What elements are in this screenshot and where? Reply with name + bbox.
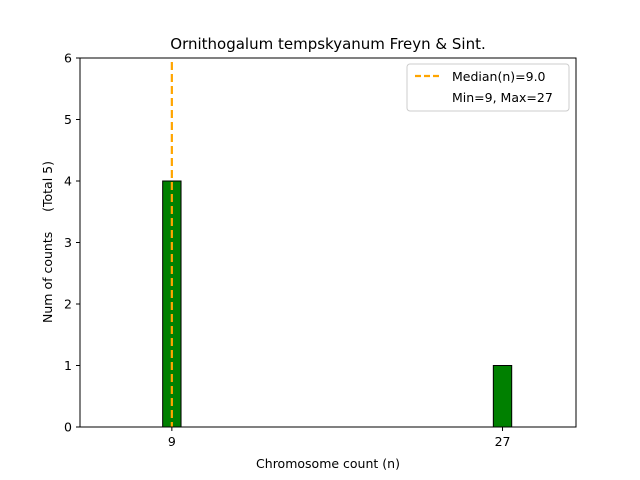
x-axis-ticks: 9 27 [168, 427, 511, 449]
y-tick-label: 6 [64, 51, 72, 66]
bars [162, 180, 513, 428]
y-tick-label: 4 [64, 174, 72, 189]
legend-box [406, 63, 570, 112]
y-axis-ticks: 0 1 2 3 4 5 6 [64, 51, 80, 435]
y-tick-label: 2 [64, 297, 72, 312]
plot-frame [79, 57, 577, 428]
x-tick-label: 27 [495, 434, 511, 449]
y-tick-label: 0 [64, 420, 72, 435]
x-axis-label: Chromosome count (n) [256, 456, 400, 471]
legend-entry-median: Median(n)=9.0 [452, 69, 546, 84]
y-tick-label: 1 [64, 358, 72, 373]
y-tick-label: 5 [64, 112, 72, 127]
y-axis-label: Num of counts (Total 5) [40, 161, 55, 323]
bar [492, 365, 513, 428]
chart-title: Ornithogalum tempskyanum Freyn & Sint. [170, 35, 485, 53]
legend: Median(n)=9.0 Min=9, Max=27 [406, 63, 570, 112]
y-tick-label: 3 [64, 235, 72, 250]
legend-entry-minmax: Min=9, Max=27 [452, 90, 553, 105]
x-tick-label: 9 [168, 434, 176, 449]
